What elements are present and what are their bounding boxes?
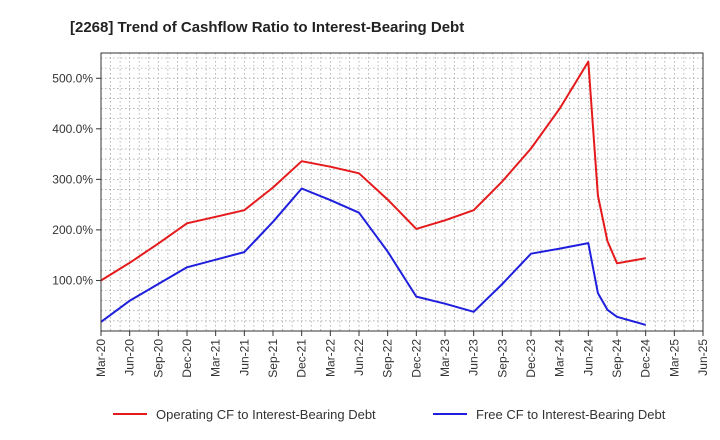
x-tick-label: Jun-20: [123, 339, 137, 376]
series-layer: [100, 60, 646, 326]
y-tick-label: 200.0%: [52, 223, 93, 237]
x-tick-label: Jun-23: [467, 339, 481, 376]
series-line-2: [100, 187, 646, 326]
x-tick-label: Jun-22: [352, 339, 366, 376]
x-tick-label: Dec-22: [409, 339, 423, 378]
chart-title: [2268] Trend of Cashflow Ratio to Intere…: [70, 19, 464, 36]
x-tick-label: Dec-20: [180, 339, 194, 378]
y-axis: 100.0% 200.0% 300.0% 400.0% 500.0%: [52, 71, 101, 287]
x-tick-label: Jun-25: [696, 339, 710, 376]
x-tick-label: Mar-22: [323, 339, 337, 377]
x-tick-label: Dec-21: [295, 339, 309, 378]
plot-area: [100, 52, 704, 332]
x-tick-label: Mar-25: [667, 339, 681, 377]
y-tick-label: 300.0%: [52, 172, 93, 186]
legend-label-2: Free CF to Interest-Bearing Debt: [476, 407, 666, 422]
x-tick-label: Mar-23: [438, 339, 452, 377]
x-tick-label: Sep-21: [266, 339, 280, 378]
x-tick-label: Mar-24: [553, 339, 567, 377]
x-tick-label: Dec-23: [524, 339, 538, 378]
plot-background: [101, 53, 703, 331]
y-tick-label: 400.0%: [52, 122, 93, 136]
x-tick-label: Mar-20: [94, 339, 108, 377]
y-tick-label: 500.0%: [52, 71, 93, 85]
legend-label-1: Operating CF to Interest-Bearing Debt: [156, 407, 376, 422]
x-tick-label: Sep-22: [381, 339, 395, 378]
legend: Operating CF to Interest-Bearing Debt Fre…: [113, 407, 666, 422]
x-tick-label: Dec-24: [639, 339, 653, 378]
x-tick-label: Mar-21: [209, 339, 223, 377]
grid-lines: [100, 53, 704, 331]
x-tick-label: Sep-24: [610, 339, 624, 378]
x-axis: Mar-20 Jun-20 Sep-20 Dec-20 Mar-21 Jun-21 Sep-…: [94, 331, 710, 378]
x-tick-label: Sep-23: [495, 339, 509, 378]
x-tick-label: Jun-21: [237, 339, 251, 376]
x-tick-label: Sep-20: [151, 339, 165, 378]
series-line-1: [100, 60, 646, 282]
y-tick-label: 100.0%: [52, 273, 93, 287]
x-tick-label: Jun-24: [581, 339, 595, 376]
